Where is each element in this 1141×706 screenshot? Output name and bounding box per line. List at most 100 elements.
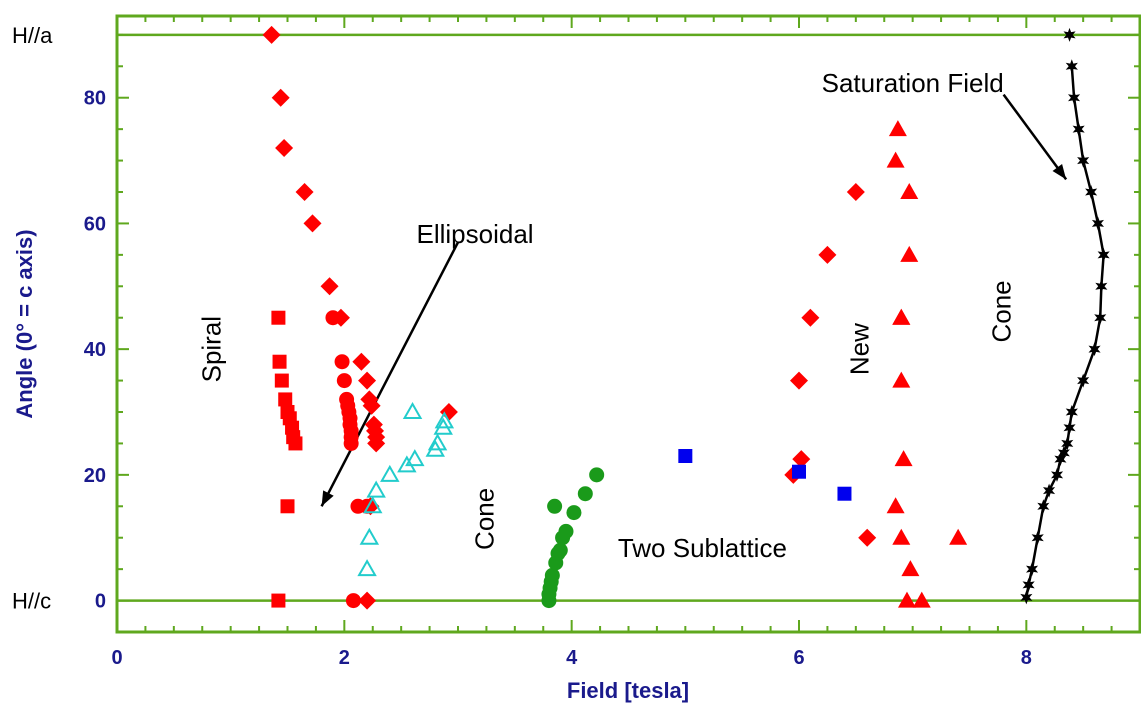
marker-diamond <box>818 245 837 264</box>
marker-triangle <box>892 308 911 325</box>
marker-star <box>1094 310 1107 325</box>
marker-diamond <box>792 450 811 469</box>
annotation-new: New <box>844 323 874 375</box>
data-series <box>262 25 1110 610</box>
marker-circle <box>589 467 605 483</box>
marker-star <box>1043 483 1056 498</box>
marker-star <box>1026 562 1039 577</box>
marker-open-triangle <box>434 411 455 429</box>
marker-diamond <box>362 396 381 415</box>
marker-diamond <box>367 434 386 453</box>
saturation-field-line <box>1025 66 1105 598</box>
marker-circle <box>552 542 568 558</box>
marker-star <box>1020 590 1033 605</box>
marker-diamond <box>352 352 371 371</box>
annotation-cone-high: Cone <box>986 280 1016 342</box>
marker-diamond <box>790 371 808 390</box>
marker-open-triangle <box>357 559 377 577</box>
marker-circle <box>334 354 350 370</box>
marker-diamond <box>262 25 281 44</box>
marker-triangle <box>886 151 905 168</box>
arrow-line <box>320 241 460 507</box>
marker-triangle <box>912 591 931 608</box>
marker-star <box>1077 373 1090 388</box>
marker-star <box>1097 247 1110 262</box>
marker-star <box>1068 90 1081 105</box>
y-tick-label: 80 <box>84 88 106 110</box>
marker-star <box>1095 279 1108 294</box>
marker-star <box>1091 216 1104 231</box>
annotation-spiral: Spiral <box>196 316 226 382</box>
marker-star <box>1061 436 1074 451</box>
x-tick-label: 2 <box>339 647 350 669</box>
marker-star <box>1065 405 1078 419</box>
arrow-head <box>1052 163 1067 180</box>
marker-open-triangle <box>427 433 448 451</box>
marker-square <box>278 392 293 407</box>
marker-square <box>288 436 303 451</box>
marker-diamond <box>331 308 350 327</box>
marker-diamond <box>358 591 377 610</box>
marker-diamond <box>275 139 294 157</box>
marker-diamond <box>303 214 322 233</box>
marker-triangle <box>900 183 919 199</box>
marker-triangle <box>897 591 916 608</box>
marker-triangle <box>894 450 913 467</box>
x-tick-label: 0 <box>111 647 122 669</box>
arrow-line <box>1002 93 1068 181</box>
marker-star <box>1063 27 1076 42</box>
marker-star <box>1072 122 1085 137</box>
marker-square <box>272 354 287 369</box>
marker-circle <box>544 567 560 583</box>
annotation-arrows <box>320 93 1068 507</box>
marker-circle <box>566 505 582 521</box>
marker-diamond <box>801 308 820 327</box>
x-tick-label: 8 <box>1021 647 1032 669</box>
marker-diamond <box>846 183 865 201</box>
y-tick-label: 60 <box>84 213 106 235</box>
marker-circle <box>558 523 574 539</box>
marker-square <box>271 310 286 325</box>
reference-line-label: H//a <box>12 23 53 48</box>
marker-star <box>1054 452 1067 467</box>
marker-open-triangle <box>402 401 423 419</box>
reference-lines: H//a H//c <box>12 23 1140 614</box>
marker-triangle <box>949 528 968 545</box>
reference-line-label: H//c <box>12 589 51 614</box>
annotation-two-sublattice: Two Sublattice <box>618 533 787 563</box>
marker-circle <box>343 435 359 451</box>
marker-open-triangle <box>405 449 425 467</box>
marker-diamond <box>858 528 877 547</box>
marker-star <box>1085 185 1098 199</box>
axis-ticks <box>116 16 1141 632</box>
x-axis-title: Field [tesla] <box>567 678 689 703</box>
marker-circle <box>547 498 563 514</box>
marker-open-triangle <box>359 527 380 545</box>
marker-open-triangle <box>363 496 383 514</box>
marker-star <box>1037 499 1050 514</box>
x-tick-label: 6 <box>793 647 804 669</box>
marker-circle <box>336 373 352 389</box>
marker-star <box>1031 530 1044 545</box>
x-tick-label: 4 <box>566 647 578 669</box>
marker-star <box>1057 445 1070 460</box>
y-axis-title: Angle (0° = c axis) <box>12 229 37 418</box>
y-tick-label: 40 <box>84 339 106 361</box>
marker-open-triangle <box>366 480 386 498</box>
marker-diamond <box>271 88 290 107</box>
annotation-cone-low: Cone <box>469 488 499 550</box>
marker-triangle <box>901 560 920 577</box>
marker-star <box>1065 59 1078 74</box>
marker-star <box>1088 342 1101 357</box>
marker-square <box>274 373 289 388</box>
marker-square <box>271 593 286 608</box>
marker-triangle <box>900 245 919 262</box>
annotation-saturation: Saturation Field <box>822 68 1004 98</box>
annotation-ellipsoidal: Ellipsoidal <box>417 219 534 249</box>
y-tick-label: 0 <box>95 591 106 613</box>
marker-circle <box>577 486 593 502</box>
marker-triangle <box>892 371 911 388</box>
marker-star <box>1077 153 1090 168</box>
